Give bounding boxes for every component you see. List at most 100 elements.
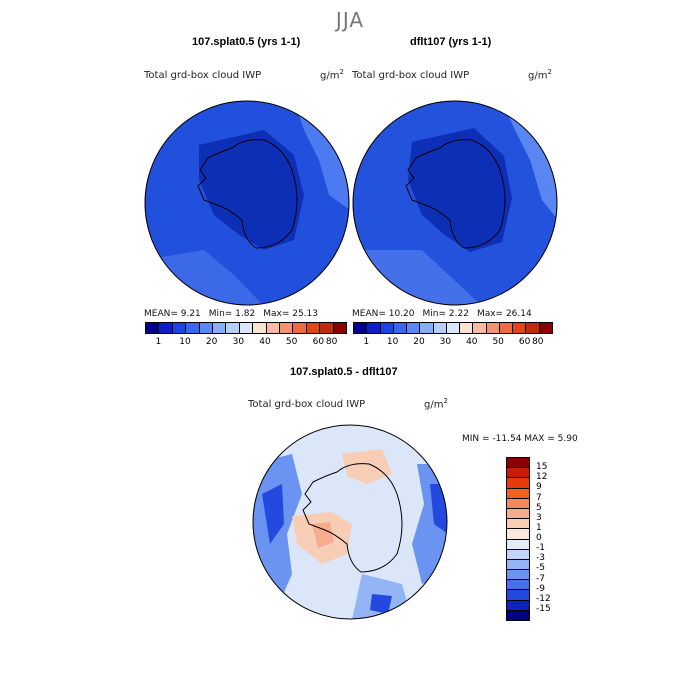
colorbar-swatch bbox=[320, 323, 334, 333]
panel3-variable-label: Total grd-box cloud IWP bbox=[248, 399, 366, 410]
colorbar-tick-label: 10 bbox=[386, 337, 399, 347]
panel1-map-border bbox=[144, 100, 350, 306]
panel1-unit-base: g/m bbox=[320, 70, 340, 82]
colorbar-swatch bbox=[393, 323, 408, 333]
colorbar-swatch bbox=[333, 323, 347, 333]
colorbar-swatch bbox=[367, 323, 381, 333]
colorbar-swatch bbox=[172, 323, 187, 333]
colorbar-swatch bbox=[513, 323, 527, 333]
colorbar-swatch bbox=[507, 529, 529, 540]
colorbar-swatch bbox=[486, 323, 500, 333]
colorbar-tick-label: 30 bbox=[232, 337, 245, 347]
panel1-map bbox=[144, 100, 350, 306]
colorbar-swatch bbox=[507, 549, 529, 560]
panel2-coastline bbox=[405, 139, 506, 249]
colorbar-swatch bbox=[213, 323, 227, 333]
panel3-coastline bbox=[302, 463, 403, 573]
colorbar-tick-label: 1 bbox=[155, 337, 162, 347]
colorbar-swatch bbox=[507, 580, 529, 591]
colorbar-swatch bbox=[239, 323, 254, 333]
panel3-unit: g/m2 bbox=[424, 397, 448, 410]
panel3-title: 107.splat0.5 - dflt107 bbox=[290, 366, 398, 378]
panel1-max: Max= 25.13 bbox=[263, 309, 318, 319]
colorbar-tick-label: 60 bbox=[518, 337, 531, 347]
panel1-unit-exp: 2 bbox=[339, 68, 344, 76]
colorbar-swatch bbox=[280, 323, 294, 333]
panel2-colorbar bbox=[353, 322, 553, 334]
colorbar-swatch bbox=[507, 498, 529, 509]
panel1-stats: MEAN= 9.21 Min= 1.82 Max= 25.13 bbox=[144, 309, 326, 319]
colorbar-swatch bbox=[433, 323, 447, 333]
colorbar-swatch bbox=[507, 590, 529, 601]
colorbar-swatch bbox=[446, 323, 461, 333]
colorbar-swatch bbox=[507, 559, 529, 571]
panel2-variable-label: Total grd-box cloud IWP bbox=[352, 70, 470, 81]
colorbar-tick-label: -1 bbox=[536, 543, 545, 554]
panel3-colorbar bbox=[506, 457, 530, 621]
colorbar-tick-label: 20 bbox=[413, 337, 425, 347]
colorbar-swatch bbox=[199, 323, 214, 333]
panel2-map-border bbox=[352, 100, 558, 306]
colorbar-swatch bbox=[539, 323, 552, 333]
colorbar-tick-label: 9 bbox=[536, 482, 542, 493]
panel2-colorbar-ticks: 1 10 20 30 40 50 60 80 bbox=[353, 337, 551, 349]
colorbar-tick-label: 3 bbox=[536, 512, 542, 523]
colorbar-swatch bbox=[159, 323, 173, 333]
colorbar-swatch bbox=[526, 323, 540, 333]
colorbar-swatch bbox=[507, 570, 529, 581]
panel2-stats: MEAN= 10.20 Min= 2.22 Max= 26.14 bbox=[352, 309, 540, 319]
colorbar-swatch bbox=[266, 323, 281, 333]
colorbar-tick-label: 10 bbox=[179, 337, 191, 347]
colorbar-swatch bbox=[507, 610, 529, 620]
colorbar-swatch bbox=[473, 323, 487, 333]
panel3-darkblue-region-south bbox=[370, 594, 392, 614]
colorbar-swatch bbox=[306, 323, 321, 333]
colorbar-tick-label: -3 bbox=[536, 553, 545, 564]
panel3-map-border bbox=[252, 424, 448, 620]
panel3-map bbox=[252, 424, 448, 620]
panel2-unit-exp: 2 bbox=[547, 68, 552, 76]
colorbar-swatch bbox=[146, 323, 160, 333]
season-title: JJA bbox=[335, 8, 365, 32]
colorbar-swatch bbox=[507, 488, 529, 499]
colorbar-tick-label: 15 bbox=[536, 462, 548, 473]
colorbar-tick-label: 1 bbox=[536, 522, 542, 533]
panel3-darkred-region-center bbox=[312, 522, 334, 548]
colorbar-tick-label: 20 bbox=[205, 337, 218, 347]
panel3-darkblue-region-west bbox=[262, 484, 284, 544]
colorbar-swatch bbox=[507, 600, 529, 611]
colorbar-swatch bbox=[407, 323, 421, 333]
colorbar-swatch bbox=[507, 458, 529, 469]
colorbar-tick-label: -12 bbox=[536, 593, 551, 604]
colorbar-tick-label: 0 bbox=[536, 533, 542, 543]
panel1-mean: MEAN= 9.21 bbox=[144, 309, 201, 319]
panel3-minmax: MIN = -11.54 MAX = 5.90 bbox=[462, 434, 578, 444]
colorbar-swatch bbox=[186, 323, 200, 333]
colorbar-tick-label: 80 bbox=[325, 337, 338, 347]
colorbar-swatch bbox=[499, 323, 514, 333]
colorbar-tick-label: 40 bbox=[466, 337, 478, 347]
panel3-unit-base: g/m bbox=[424, 399, 444, 411]
colorbar-swatch bbox=[380, 323, 394, 333]
colorbar-tick-label: -5 bbox=[536, 563, 545, 574]
panel2-max: Max= 26.14 bbox=[476, 309, 532, 319]
panel1-colorbar-ticks: 1 10 20 30 40 50 60 80 bbox=[145, 337, 345, 349]
colorbar-swatch bbox=[507, 519, 529, 530]
panel1-unit: g/m2 bbox=[320, 68, 344, 81]
panel1-variable-label: Total grd-box cloud IWP bbox=[144, 70, 262, 81]
colorbar-tick-label: 12 bbox=[536, 472, 548, 483]
panel3-red-region-north bbox=[342, 449, 392, 484]
colorbar-swatch bbox=[253, 323, 267, 333]
colorbar-tick-label: -7 bbox=[536, 573, 545, 584]
colorbar-tick-label: 30 bbox=[439, 337, 452, 347]
panel2-mean: MEAN= 10.20 bbox=[352, 309, 415, 319]
panel3-unit-exp: 2 bbox=[443, 397, 448, 405]
panel2-min: Min= 2.22 bbox=[422, 309, 469, 319]
colorbar-tick-label: -9 bbox=[536, 583, 545, 594]
colorbar-tick-label: 1 bbox=[363, 337, 370, 347]
panel2-map bbox=[352, 100, 558, 306]
colorbar-tick-label: 80 bbox=[532, 337, 544, 347]
panel2-title: dflt107 (yrs 1-1) bbox=[410, 36, 492, 48]
panel2-unit-base: g/m bbox=[528, 70, 548, 82]
colorbar-swatch bbox=[293, 323, 307, 333]
